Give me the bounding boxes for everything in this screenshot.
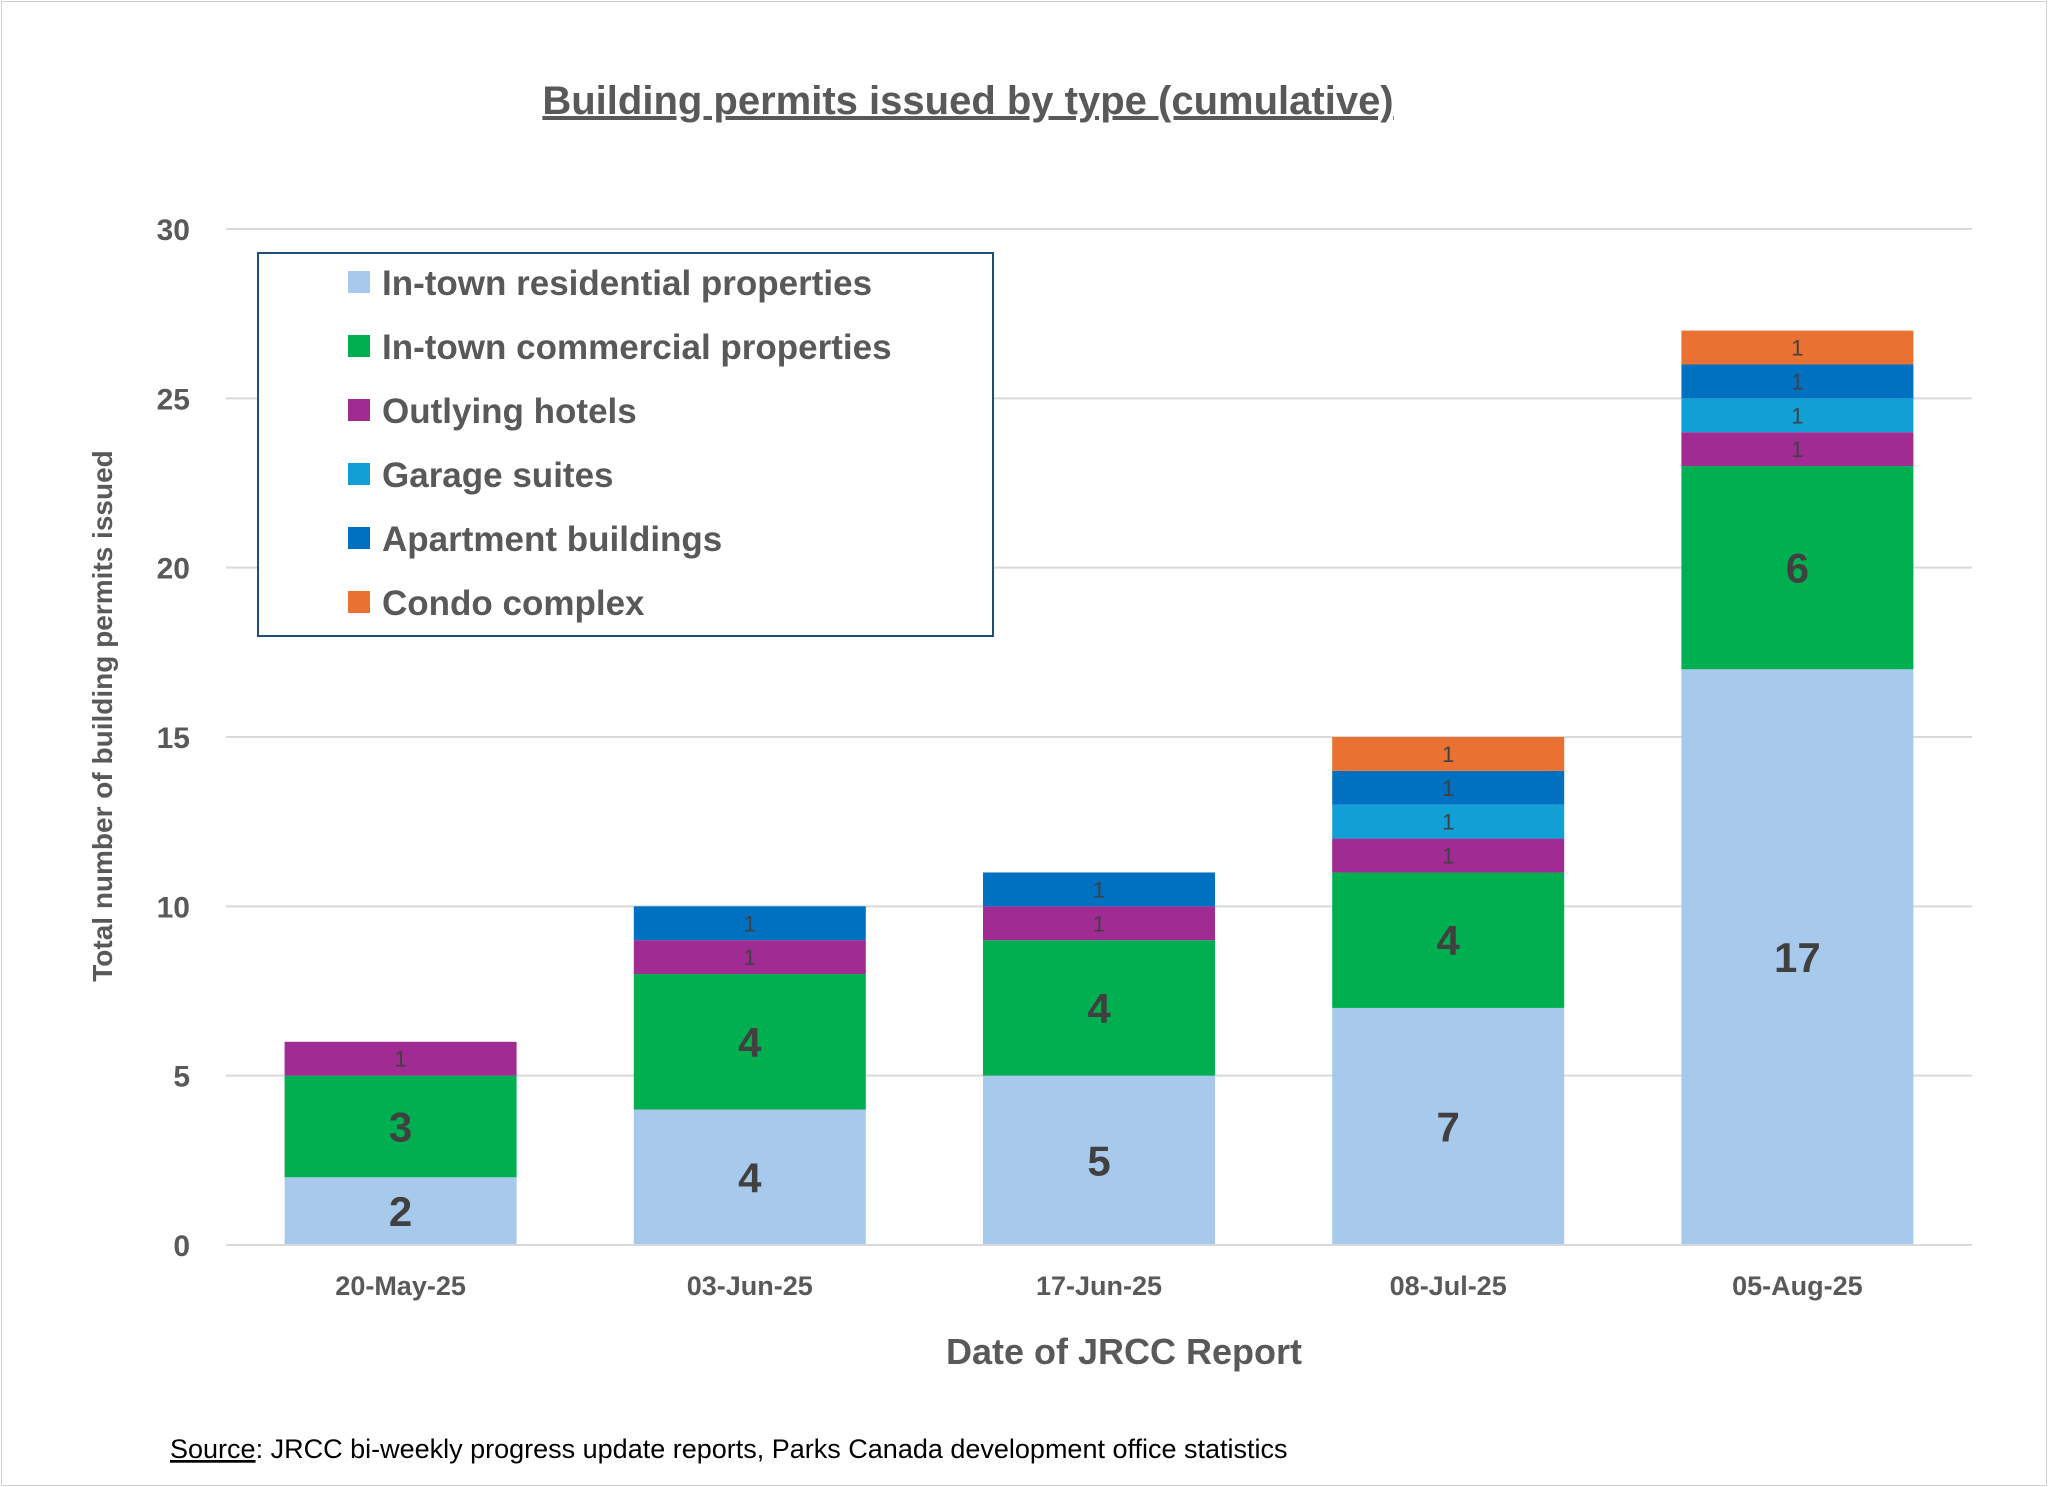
bar-segment	[983, 1075, 1215, 1245]
legend-entry: In-town commercial properties	[382, 328, 892, 367]
y-axis-title: Total number of building permits issued	[87, 450, 118, 982]
y-tick-label: 30	[157, 214, 190, 247]
bar-segment	[1332, 872, 1565, 1008]
bar-segment	[284, 1177, 517, 1245]
data-label: 1	[744, 945, 756, 970]
y-tick-label: 10	[157, 891, 190, 924]
legend: In-town residential properties In-town co…	[257, 252, 994, 637]
legend-entry: Condo complex	[382, 584, 645, 623]
bar-segment	[1681, 669, 1914, 1245]
data-label: 4	[1437, 917, 1461, 964]
bar-segment	[983, 906, 1215, 941]
data-label: 3	[389, 1103, 412, 1150]
bar-segment	[1681, 432, 1914, 467]
y-tick-label: 25	[157, 383, 190, 416]
source-label: Source	[170, 1434, 256, 1464]
bar-segment	[1681, 330, 1914, 365]
bar-segment	[633, 974, 866, 1110]
x-axis-ticks: 20-May-25 03-Jun-25 17-Jun-25 08-Jul-25 05-A…	[226, 1244, 1972, 1301]
data-label: 4	[738, 1019, 762, 1066]
bar-segment	[983, 872, 1215, 907]
x-tick-label: 20-May-25	[335, 1271, 466, 1301]
data-label: 4	[1087, 985, 1111, 1032]
y-axis-ticks: 0 5 10 15 20 25 30	[157, 214, 190, 1263]
bar-segment	[1332, 804, 1565, 839]
y-tick-label: 20	[157, 553, 190, 586]
x-tick-label: 17-Jun-25	[1036, 1271, 1162, 1301]
y-tick-label: 15	[157, 722, 190, 755]
x-tick-label: 08-Jul-25	[1390, 1271, 1507, 1301]
bar-segment	[1332, 1007, 1565, 1245]
chart-title: Building permits issued by type (cumulat…	[542, 79, 1393, 123]
legend-swatch	[348, 463, 370, 485]
bar-segment	[1681, 364, 1914, 399]
bar-segment	[983, 940, 1215, 1076]
legend-swatch	[348, 591, 370, 613]
bar-segment	[1681, 466, 1914, 670]
bar-segment	[284, 1075, 517, 1178]
bar-segment	[1332, 838, 1565, 873]
bar-segment	[633, 906, 866, 941]
data-label: 1	[1442, 844, 1454, 869]
data-label: 1	[1442, 776, 1454, 801]
data-label: 4	[738, 1154, 762, 1201]
bar-segment	[1332, 737, 1565, 771]
y-tick-label: 0	[173, 1230, 190, 1263]
data-label: 1	[1442, 810, 1454, 835]
x-axis-title: Date of JRCC Report	[946, 1331, 1302, 1372]
data-label: 1	[744, 911, 756, 936]
data-label: 7	[1437, 1103, 1460, 1150]
data-label: 5	[1087, 1137, 1110, 1184]
legend-swatch	[348, 527, 370, 549]
data-label: 1	[1791, 437, 1803, 462]
bar-segment	[633, 1109, 866, 1245]
x-tick-label: 05-Aug-25	[1732, 1271, 1863, 1301]
legend-swatch	[348, 399, 370, 421]
legend-swatch	[348, 271, 370, 293]
bar-segment	[284, 1041, 517, 1076]
legend-swatch	[348, 335, 370, 357]
bar-segment	[633, 940, 866, 975]
data-label: 6	[1786, 545, 1809, 592]
legend-box	[257, 252, 994, 637]
data-label: 2	[389, 1188, 412, 1235]
data-label: 1	[394, 1047, 406, 1072]
data-label: 1	[1791, 336, 1803, 361]
legend-entry: Apartment buildings	[382, 520, 722, 559]
legend-entry: Outlying hotels	[382, 392, 637, 431]
data-label: 1	[1093, 911, 1105, 936]
legend-entry: In-town residential properties	[382, 264, 872, 303]
data-label: 1	[1093, 877, 1105, 902]
data-label: 1	[1791, 369, 1803, 394]
source-note: Source: JRCC bi-weekly progress update r…	[170, 1434, 1288, 1464]
x-tick-label: 03-Jun-25	[687, 1271, 813, 1301]
source-text: : JRCC bi-weekly progress update reports…	[256, 1434, 1288, 1464]
data-label: 1	[1791, 403, 1803, 428]
y-tick-label: 5	[173, 1061, 190, 1094]
bar-segment	[1332, 770, 1565, 805]
data-label: 1	[1442, 742, 1454, 767]
legend-entry: Garage suites	[382, 456, 614, 495]
bar-segment	[1681, 398, 1914, 433]
data-label: 17	[1774, 934, 1821, 981]
